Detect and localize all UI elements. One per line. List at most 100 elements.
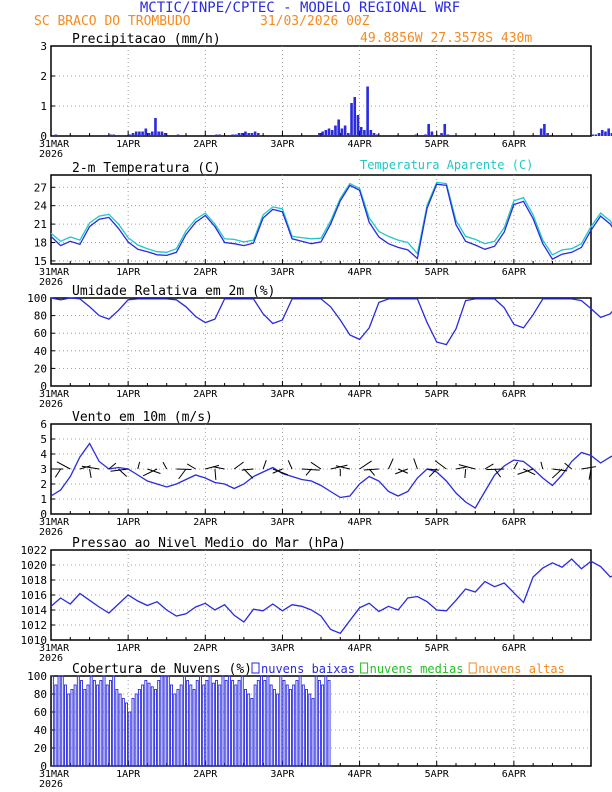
cloud-bar-nuvens-baixas [173, 693, 177, 767]
wind-barb [287, 460, 293, 470]
y-tick-label: 21 [34, 218, 47, 231]
day-tick-label: 3APR [270, 389, 295, 400]
precip-bar [369, 130, 373, 136]
cloud-bar-nuvens-baixas [99, 680, 103, 767]
cloud-bar-nuvens-baixas [170, 684, 173, 767]
precip-bar [244, 131, 247, 136]
legend-swatch [360, 662, 369, 674]
day-tick-label: 6APR [502, 267, 527, 278]
wind-barb [513, 461, 519, 470]
precip-bar [446, 134, 450, 136]
day-tick-label: 2APR [193, 267, 218, 278]
panel-title-temperature: 2-m Temperatura (C) [72, 161, 221, 176]
precip-bar [250, 133, 254, 136]
precip-bar [430, 131, 434, 136]
cloud-bar-nuvens-baixas [105, 684, 109, 767]
day-tick-label: 1APR [116, 139, 141, 150]
cloud-bar-nuvens-baixas [137, 689, 141, 767]
year-tick-label: 2026 [39, 653, 63, 664]
cloud-bar-nuvens-baixas [182, 675, 186, 767]
precip-bar [607, 128, 610, 136]
day-tick-label: 3APR [270, 517, 295, 528]
cloud-bar-nuvens-baixas [266, 675, 270, 767]
cloud-bar-nuvens-baixas [157, 680, 161, 767]
wind-barb [413, 458, 418, 470]
precip-bar [591, 134, 594, 136]
precip-bar [424, 134, 427, 136]
cloud-bar-nuvens-baixas [227, 675, 231, 767]
cloud-bar-nuvens-baixas [118, 693, 122, 767]
wind-barb [395, 468, 408, 475]
precip-bar [240, 133, 244, 136]
wind-barb [363, 468, 379, 471]
precip-bar [324, 130, 328, 136]
y-tick-label: 1010 [21, 634, 48, 647]
y-tick-label: 100 [27, 292, 47, 305]
precip-bar [154, 118, 157, 136]
y-tick-label: 0 [40, 760, 47, 773]
panel-title-pressure: Pressao ao Nivel Medio do Mar (hPa) [72, 536, 346, 551]
cloud-bar-nuvens-baixas [70, 689, 74, 767]
legend-label: nuvens baixas [261, 662, 355, 676]
cloud-bar-nuvens-baixas [253, 684, 257, 767]
precip-bar [343, 125, 347, 136]
precip-bar [440, 133, 443, 136]
y-tick-label: 0 [40, 508, 47, 521]
cloud-bar-nuvens-baixas [57, 675, 61, 767]
legend-label: nuvens medias [370, 662, 464, 676]
wind-barb [108, 462, 117, 470]
wind-barb [494, 468, 502, 478]
day-tick-label: 5APR [425, 517, 450, 528]
precip-bar [234, 134, 238, 136]
wind-barb [517, 468, 534, 475]
y-tick-label: 100 [27, 670, 47, 683]
day-tick-label: 5APR [425, 267, 450, 278]
precip-bar [539, 128, 543, 136]
y-tick-label: 2 [40, 478, 47, 491]
precip-bar [363, 130, 366, 136]
y-tick-label: 40 [34, 345, 47, 358]
precip-bar [157, 131, 160, 136]
wind-barb [262, 460, 267, 470]
cloud-bar-nuvens-baixas [92, 680, 96, 767]
wind-barb [581, 466, 596, 470]
cloud-bar-nuvens-baixas [321, 684, 325, 767]
cloud-bar-nuvens-baixas [215, 680, 218, 767]
wind-barb [388, 458, 394, 470]
cloud-bar-nuvens-baixas [176, 689, 180, 767]
wind-barb [564, 462, 573, 470]
cloud-bar-nuvens-baixas [160, 675, 164, 767]
y-tick-label: 1016 [21, 589, 48, 602]
legend-swatch [468, 662, 477, 674]
coords-label: 49.8856W 27.3578S 430m [360, 31, 532, 46]
cloud-bar-nuvens-baixas [89, 675, 93, 767]
day-tick-label: 6APR [502, 389, 527, 400]
cloud-bar-nuvens-baixas [308, 693, 312, 767]
wind-barb [272, 468, 289, 476]
precip-bar [350, 103, 353, 136]
cloud-bar-nuvens-baixas [163, 675, 167, 767]
precip-bar [356, 115, 360, 136]
day-tick-label: 6APR [502, 517, 527, 528]
cloud-bar-nuvens-baixas [272, 689, 276, 767]
y-tick-label: 24 [34, 200, 48, 213]
y-tick-label: 20 [34, 362, 47, 375]
day-tick-label: 4APR [348, 139, 373, 150]
panel-frame-precip [50, 45, 592, 137]
precip-bar [54, 134, 58, 136]
cloud-bar-nuvens-baixas [240, 675, 244, 767]
cloud-bar-nuvens-baixas [115, 689, 119, 767]
wind-barb [56, 461, 71, 470]
run-label: 31/03/2026 00Z [260, 14, 370, 29]
day-tick-label: 5APR [425, 139, 450, 150]
y-tick-label: 0 [40, 130, 47, 143]
y-tick-label: 27 [34, 181, 47, 194]
day-tick-label: 31MAR [39, 389, 70, 400]
cloud-bar-nuvens-baixas [60, 675, 64, 767]
cloud-bar-nuvens-baixas [289, 689, 292, 767]
precip-bar [359, 127, 363, 136]
year-tick-label: 2026 [39, 779, 63, 790]
wind-barb [241, 468, 254, 471]
cloud-bar-nuvens-baixas [231, 680, 235, 767]
day-tick-label: 3APR [270, 769, 295, 780]
